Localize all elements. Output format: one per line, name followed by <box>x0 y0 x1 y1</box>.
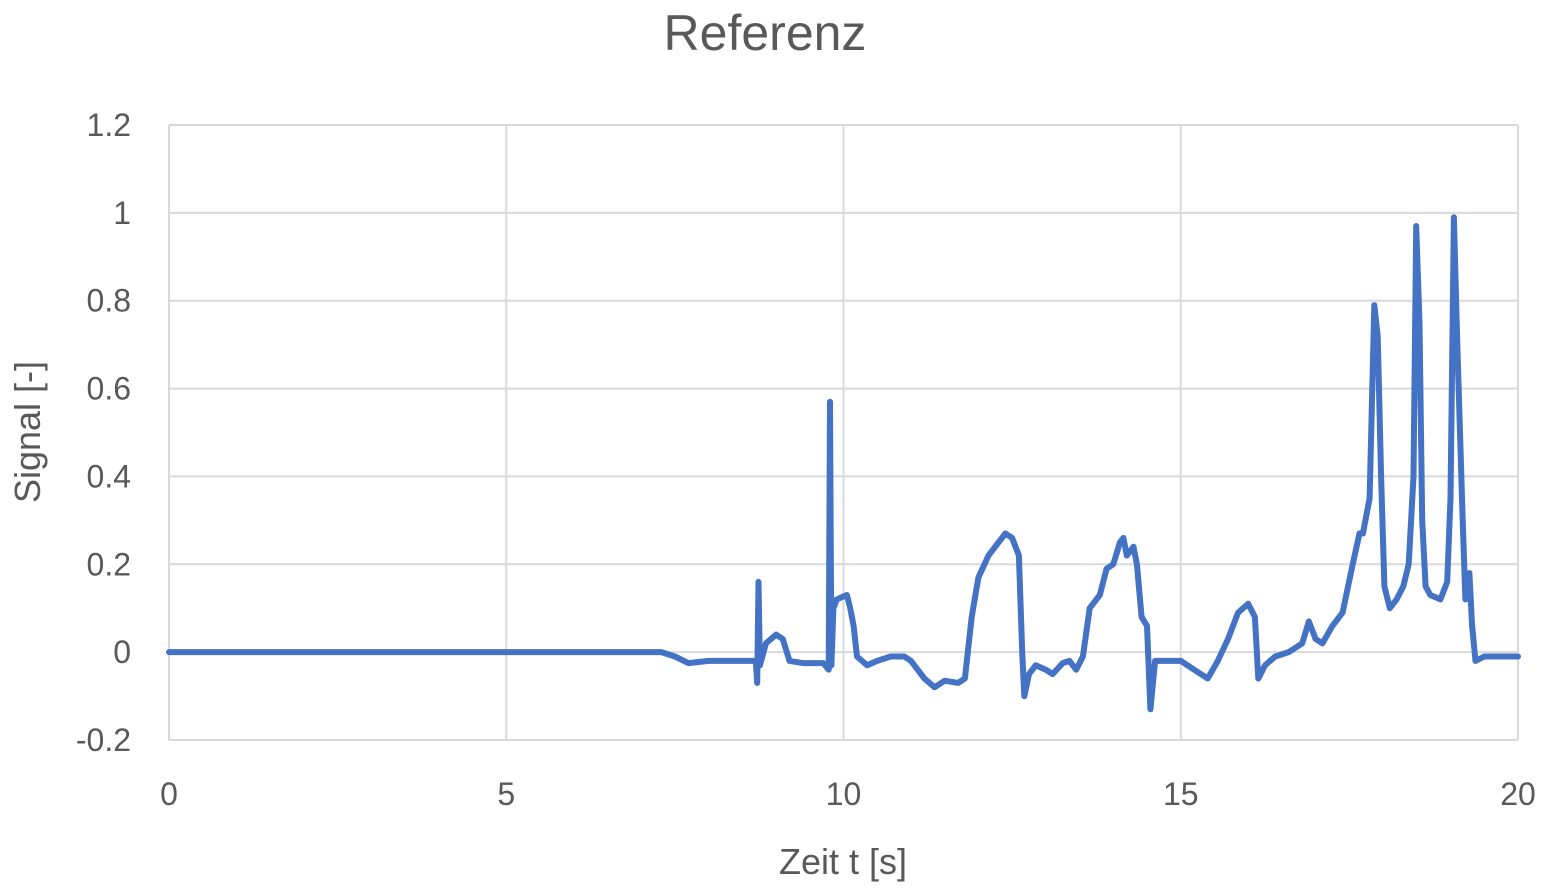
tick-labels: -0.2 0 0.2 0.4 0.6 0.8 1 1.2 0 5 10 15 20 <box>76 107 1536 812</box>
y-tick-label: 0 <box>113 634 131 670</box>
x-axis-label: Zeit t [s] <box>779 841 907 882</box>
y-tick-label: 1 <box>113 195 131 231</box>
x-tick-label: 0 <box>160 776 178 812</box>
y-tick-label: 1.2 <box>87 107 131 143</box>
x-tick-label: 5 <box>497 776 515 812</box>
y-tick-label: 0.4 <box>87 458 131 494</box>
series-line <box>166 214 1521 713</box>
y-tick-label: 0.8 <box>87 283 131 319</box>
y-axis-label: Signal [-] <box>7 361 48 503</box>
y-tick-label: -0.2 <box>76 722 131 758</box>
x-tick-label: 20 <box>1500 776 1536 812</box>
grid <box>168 124 1519 741</box>
x-tick-label: 10 <box>826 776 862 812</box>
chart-title: Referenz <box>664 5 867 61</box>
y-tick-label: 0.6 <box>87 371 131 407</box>
y-tick-label: 0.2 <box>87 546 131 582</box>
x-tick-label: 15 <box>1163 776 1199 812</box>
series-layer <box>166 214 1521 713</box>
